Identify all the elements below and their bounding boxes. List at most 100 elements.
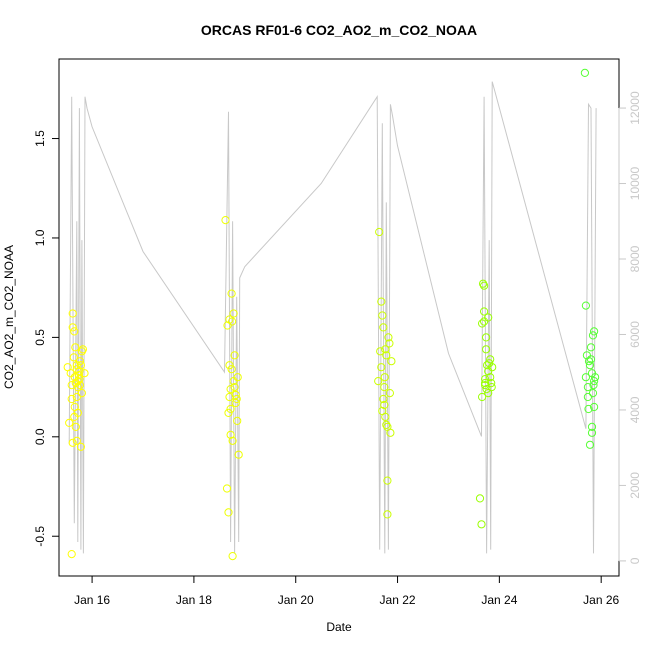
data-point-rf05: [590, 327, 599, 336]
data-point-rf04: [478, 319, 487, 328]
data-point-rf01: [70, 327, 79, 336]
x-tick-label: Jan 16: [74, 593, 110, 607]
data-point-rf02: [226, 404, 235, 414]
data-point-rf03: [380, 400, 389, 410]
data-point-rf01: [67, 550, 76, 559]
data-point-rf03: [375, 227, 384, 237]
data-point-rf03: [379, 323, 388, 332]
data-point-rf02: [229, 377, 238, 386]
y2-tick-label: 6000: [628, 321, 642, 348]
data-points-group: [63, 68, 600, 561]
data-point-rf02: [224, 508, 233, 517]
data-point-rf05: [584, 404, 593, 414]
data-point-rf01: [68, 438, 77, 447]
data-point-rf04: [478, 392, 487, 402]
x-tick-label: Jan 18: [176, 593, 212, 607]
data-point-rf02: [231, 390, 240, 400]
data-point-rf02: [230, 351, 239, 360]
y2-tick-label: 10000: [628, 167, 642, 201]
data-point-rf01: [72, 436, 81, 445]
data-point-rf04: [487, 383, 496, 392]
data-point-rf05: [581, 301, 591, 310]
y2-tick-label: 8000: [628, 245, 642, 272]
data-point-rf05: [585, 361, 595, 370]
data-point-rf02: [224, 408, 233, 417]
y-tick-label: 0.0: [33, 428, 47, 445]
data-point-rf05: [585, 440, 595, 449]
data-point-rf01: [67, 394, 76, 404]
data-point-rf05: [587, 428, 597, 437]
data-point-rf05: [591, 373, 600, 382]
y-tick-label: 0.5: [33, 329, 47, 346]
data-point-rf03: [383, 476, 392, 485]
data-point-rf01: [71, 422, 80, 431]
data-point-rf05: [590, 402, 599, 412]
altitude-trace-group: [68, 81, 597, 554]
data-point-rf01: [74, 371, 84, 380]
data-point-rf01: [78, 345, 88, 354]
data-point-rf01: [76, 361, 86, 370]
chart-title: ORCAS RF01-6 CO2_AO2_m_CO2_NOAA: [201, 22, 477, 38]
y-axis-left: -0.5 0.0 0.5 1.0 1.5: [33, 130, 60, 547]
data-point-rf02: [223, 321, 232, 330]
data-point-rf03: [376, 347, 385, 356]
data-point-rf01: [73, 383, 82, 392]
data-point-rf05: [588, 331, 598, 340]
data-point-rf04: [487, 379, 496, 388]
data-point-rf02: [228, 436, 237, 445]
data-point-rf05: [590, 377, 599, 386]
data-point-rf01: [77, 389, 87, 398]
data-point-rf01: [75, 357, 85, 366]
data-point-rf03: [381, 345, 390, 354]
data-point-rf04: [484, 389, 493, 398]
data-point-rf03: [383, 510, 392, 519]
x-tick-label: Jan 26: [583, 593, 619, 607]
data-point-rf05: [586, 355, 596, 364]
data-point-rf02: [227, 289, 236, 298]
data-point-rf02: [226, 430, 235, 439]
data-point-rf03: [385, 389, 394, 398]
data-point-rf02: [228, 552, 237, 561]
data-point-rf01: [76, 442, 86, 451]
data-point-rf02: [226, 385, 235, 394]
x-tick-label: Jan 20: [278, 593, 314, 607]
data-point-rf05: [581, 373, 591, 382]
data-point-rf04: [480, 281, 489, 290]
data-point-rf05: [589, 381, 598, 390]
data-point-rf01: [75, 375, 84, 384]
data-point-rf04: [477, 520, 486, 529]
x-axis: Jan 16 Jan 18 Jan 20 Jan 22 Jan 24 Jan 26: [74, 575, 620, 607]
data-point-rf01: [75, 367, 84, 376]
data-point-rf04: [486, 373, 495, 382]
data-point-rf03: [377, 297, 386, 306]
data-point-rf01: [80, 369, 89, 378]
data-point-rf05: [587, 422, 597, 431]
y2-tick-label: 2000: [628, 472, 642, 499]
data-point-rf02: [229, 309, 238, 318]
data-point-rf05: [580, 68, 590, 78]
data-point-rf03: [384, 333, 393, 342]
data-point-rf03: [380, 383, 389, 392]
data-point-rf03: [374, 377, 383, 386]
x-tick-label: Jan 22: [380, 593, 416, 607]
data-point-rf02: [225, 315, 234, 324]
data-point-rf04: [480, 307, 489, 316]
data-point-rf01: [67, 381, 76, 390]
data-point-rf02: [230, 383, 239, 392]
data-point-rf02: [222, 484, 232, 493]
data-point-rf01: [73, 377, 82, 386]
data-point-rf04: [482, 345, 491, 354]
data-point-rf04: [481, 375, 490, 384]
data-point-rf01: [70, 402, 79, 412]
data-point-rf03: [382, 351, 391, 360]
data-point-rf02: [231, 398, 240, 408]
data-point-rf02: [233, 416, 242, 425]
y-tick-label: -0.5: [33, 526, 47, 547]
data-point-rf01: [71, 343, 80, 352]
data-point-rf05: [583, 383, 593, 392]
data-point-rf05: [588, 389, 598, 398]
y-tick-label: 1.0: [33, 229, 47, 246]
data-point-rf02: [221, 216, 230, 225]
y-tick-label: 1.5: [33, 130, 47, 147]
